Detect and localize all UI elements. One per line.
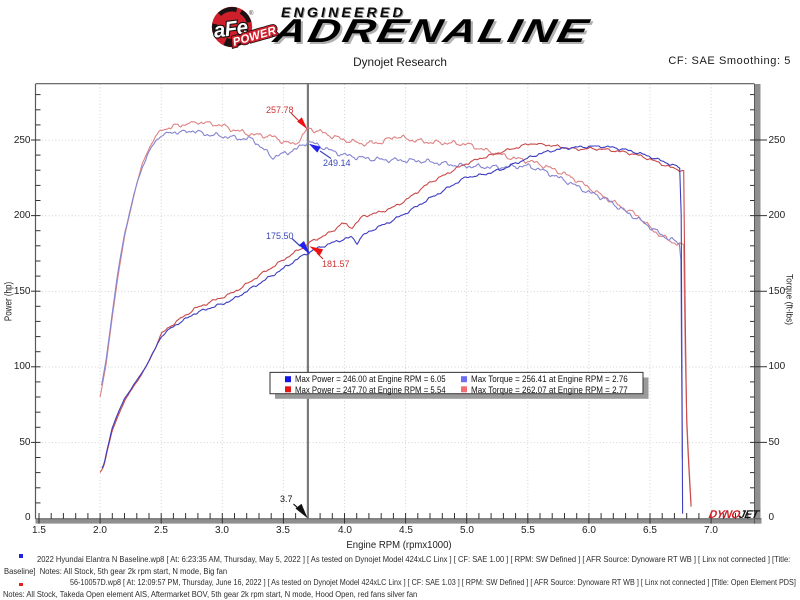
svg-text:DYNO: DYNO [708, 509, 742, 521]
svg-text:®: ® [249, 10, 254, 17]
svg-text:aFe: aFe [212, 16, 248, 43]
svg-text:JET: JET [738, 509, 761, 521]
